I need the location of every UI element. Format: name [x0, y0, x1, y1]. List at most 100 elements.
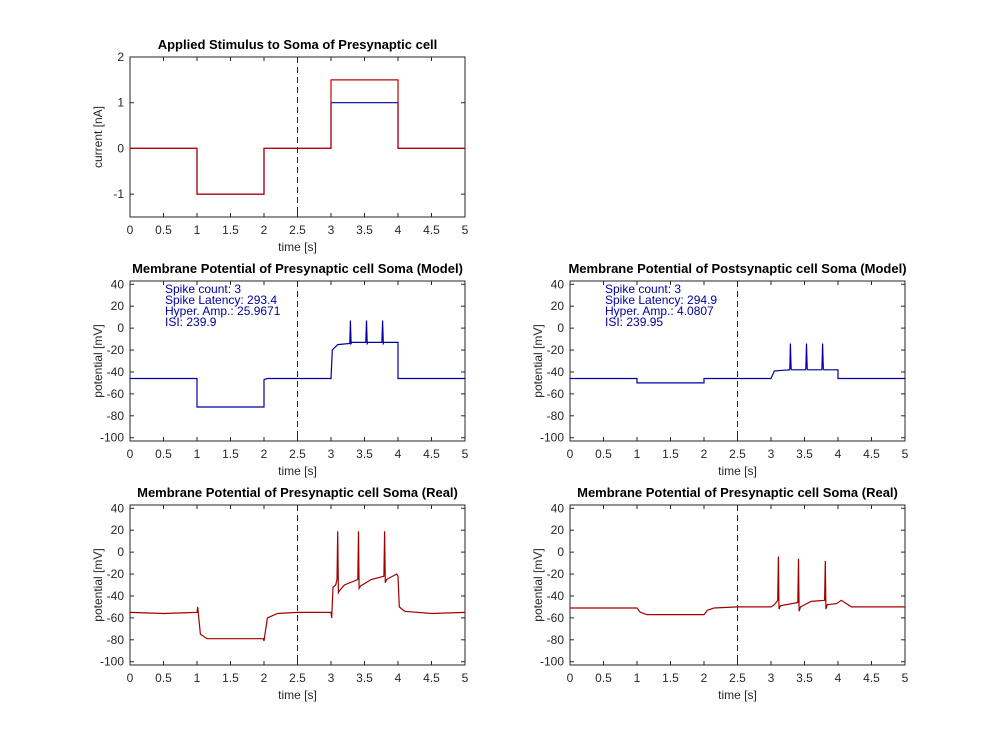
x-axis-label: time [s]: [278, 464, 317, 478]
y-tick-label: -20: [547, 343, 565, 357]
y-tick-label: -60: [107, 387, 125, 401]
axes-post_model: 0 0.5 1 1.5 2 2.5 3 3.5 4 4.5 5 40 20 0 -20 -40 -60 -80 -1…: [531, 261, 909, 478]
x-tick-label: 1.5: [222, 447, 239, 461]
y-tick-label: -60: [107, 611, 125, 625]
y-tick-label: 0: [557, 545, 564, 559]
x-tick-label: 1.5: [222, 671, 239, 685]
x-tick-label: 4.5: [863, 447, 880, 461]
x-tick-label: 5: [462, 223, 469, 237]
x-tick-label: 2.5: [729, 671, 746, 685]
axes-post_real: 0 0.5 1 1.5 2 2.5 3 3.5 4 4.5 5 40 20 0 -20 -40 -60 -80 -1…: [531, 485, 909, 702]
x-axis-label: time [s]: [278, 688, 317, 702]
annotation-text: Hyper. Amp.: 25.9671: [165, 304, 281, 318]
x-axis-label: time [s]: [718, 688, 757, 702]
y-tick-label: 0: [117, 141, 124, 155]
chart-title: Membrane Potential of Presynaptic cell S…: [137, 485, 458, 500]
x-tick-label: 0: [567, 671, 574, 685]
y-axis-label: potential [mV]: [91, 324, 105, 397]
series-line-0: [130, 320, 465, 408]
x-tick-label: 5: [462, 447, 469, 461]
x-tick-label: 1.5: [662, 447, 679, 461]
annotation-text: Spike Latency: 294.9: [605, 293, 717, 307]
series-line-0: [129, 531, 466, 642]
x-tick-label: 2.5: [289, 671, 306, 685]
y-tick-label: -40: [547, 365, 565, 379]
chart-title: Membrane Potential of Postsynaptic cell …: [568, 261, 906, 276]
annotation-text: Spike count: 3: [605, 282, 681, 296]
x-axis-label: time [s]: [278, 240, 317, 254]
y-axis-label: current [nA]: [91, 106, 105, 168]
x-tick-label: 1: [194, 223, 201, 237]
x-tick-label: 5: [462, 671, 469, 685]
x-tick-label: 2: [701, 671, 708, 685]
series-line-1: [130, 79, 465, 195]
x-tick-label: 4.5: [423, 447, 440, 461]
x-tick-label: 1.5: [662, 671, 679, 685]
y-tick-label: -80: [107, 633, 125, 647]
x-axis-label: time [s]: [718, 464, 757, 478]
x-tick-label: 1: [194, 447, 201, 461]
x-tick-label: 3: [768, 447, 775, 461]
x-tick-label: 4: [835, 671, 842, 685]
x-tick-label: 2.5: [289, 223, 306, 237]
x-tick-label: 5: [902, 671, 909, 685]
x-tick-label: 4: [835, 447, 842, 461]
annotation-text: Spike count: 3: [165, 282, 241, 296]
y-tick-label: -1: [113, 187, 124, 201]
y-tick-label: 1: [117, 96, 124, 110]
annotation-text: Hyper. Amp.: 4.0807: [605, 304, 714, 318]
x-tick-label: 3.5: [356, 223, 373, 237]
y-tick-label: -20: [107, 567, 125, 581]
y-tick-label: 0: [557, 321, 564, 335]
x-tick-label: 3: [768, 671, 775, 685]
x-tick-label: 4: [395, 447, 402, 461]
y-tick-label: 40: [551, 277, 565, 291]
y-tick-label: -40: [547, 589, 565, 603]
y-tick-label: -100: [540, 655, 564, 669]
x-tick-label: 0.5: [595, 671, 612, 685]
x-tick-label: 4: [395, 671, 402, 685]
y-tick-label: -40: [107, 589, 125, 603]
y-tick-label: 40: [551, 501, 565, 515]
x-tick-label: 0: [127, 447, 134, 461]
x-tick-label: 1: [194, 671, 201, 685]
series-line-0: [570, 343, 905, 384]
x-tick-label: 2: [261, 671, 268, 685]
x-tick-label: 3.5: [356, 447, 373, 461]
y-tick-label: -60: [547, 387, 565, 401]
y-tick-label: 0: [117, 321, 124, 335]
x-tick-label: 0: [127, 223, 134, 237]
x-tick-label: 2: [261, 223, 268, 237]
x-tick-label: 3: [328, 447, 335, 461]
x-tick-label: 1.5: [222, 223, 239, 237]
y-tick-label: -20: [107, 343, 125, 357]
y-tick-label: 40: [111, 277, 125, 291]
x-tick-label: 3.5: [356, 671, 373, 685]
x-tick-label: 5: [902, 447, 909, 461]
y-tick-label: -100: [100, 431, 124, 445]
x-tick-label: 4: [395, 223, 402, 237]
x-tick-label: 2.5: [729, 447, 746, 461]
y-axis-label: potential [mV]: [531, 324, 545, 397]
x-tick-label: 2: [701, 447, 708, 461]
chart-title: Membrane Potential of Presynaptic cell S…: [132, 261, 463, 276]
x-tick-label: 0.5: [155, 671, 172, 685]
annotation-text: ISI: 239.95: [605, 315, 663, 329]
y-tick-label: -40: [107, 365, 125, 379]
x-tick-label: 3.5: [796, 447, 813, 461]
y-tick-label: -20: [547, 567, 565, 581]
y-axis-label: potential [mV]: [91, 548, 105, 621]
x-tick-label: 4.5: [423, 223, 440, 237]
y-tick-label: -60: [547, 611, 565, 625]
axes-pre_model: 0 0.5 1 1.5 2 2.5 3 3.5 4 4.5 5 40 20 0 -20 -40 -60 -80 -1…: [91, 261, 469, 478]
y-tick-label: -100: [100, 655, 124, 669]
chart-title: Membrane Potential of Presynaptic cell S…: [577, 485, 898, 500]
annotation-text: ISI: 239.9: [165, 315, 217, 329]
x-tick-label: 1: [634, 671, 641, 685]
x-tick-label: 0.5: [155, 223, 172, 237]
y-tick-label: 20: [111, 523, 125, 537]
x-tick-label: 4.5: [863, 671, 880, 685]
y-tick-label: -80: [547, 409, 565, 423]
x-tick-label: 4.5: [423, 671, 440, 685]
y-tick-label: 20: [551, 523, 565, 537]
